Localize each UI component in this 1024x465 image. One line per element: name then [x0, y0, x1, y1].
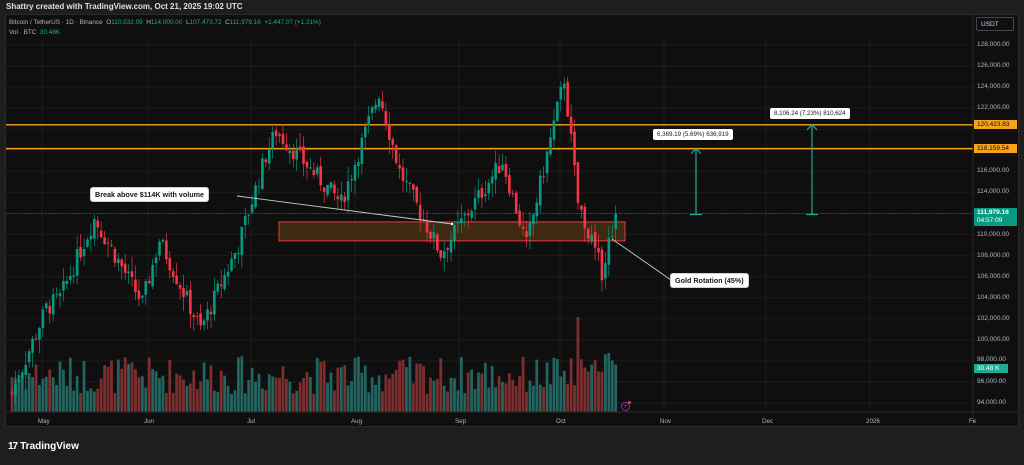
price-tick: 98,000.00: [977, 355, 1006, 363]
volume-bars: [10, 317, 618, 412]
low-value: 107,473.72: [189, 19, 222, 26]
price-tick: 96,000.00: [977, 377, 1006, 385]
price-tick: 110,000.00: [977, 230, 1010, 238]
open-value: 110,532.09: [111, 19, 143, 26]
resistance-levels[interactable]: [6, 124, 973, 150]
change-value: +1,447.07 (+1.31%): [264, 19, 321, 26]
tradingview-logo[interactable]: 17 TradingView: [8, 441, 79, 452]
break-note-label[interactable]: Break above $114K with volume: [91, 188, 209, 201]
open-label: O: [106, 19, 112, 26]
volume-label: Vol · BTC: [9, 29, 37, 36]
price-tick: 114,000.00: [977, 188, 1010, 196]
time-tick: Dec: [762, 418, 774, 425]
measure-label-1[interactable]: 6,369.19 (5.69%) 636,919: [653, 129, 733, 140]
tradingview-brand-text: TradingView: [20, 441, 79, 452]
time-tick: Oct: [556, 418, 566, 425]
price-tick: 104,000.00: [977, 293, 1010, 301]
low-label: L: [185, 19, 190, 26]
level-price-label: 118,159.54: [974, 144, 1017, 154]
gold-rotation-note-label[interactable]: Gold Rotation (45%): [671, 274, 748, 287]
volume-legend[interactable]: Vol · BTC 30.48K: [9, 29, 60, 36]
price-tick: 100,000.00: [977, 335, 1010, 343]
time-tick: Nov: [660, 418, 672, 425]
event-badge-dot: [628, 401, 631, 404]
high-label: H: [146, 19, 151, 26]
volume-value: 30.48K: [39, 29, 61, 36]
annotation-lines[interactable]: [236, 195, 672, 281]
time-tick: Sep: [455, 418, 467, 425]
time-tick: Jul: [247, 418, 255, 425]
last-price-value: 111,979.16: [977, 209, 1009, 216]
time-tick: Jun: [144, 418, 154, 425]
top-bar: Shattry created with TradingView.com, Oc…: [0, 0, 1024, 14]
time-tick: May: [38, 418, 50, 425]
high-value: 114,000.00: [150, 19, 183, 26]
tradingview-logo-icon: 17: [8, 441, 18, 452]
price-tick: 116,000.00: [977, 167, 1010, 175]
close-label: C: [225, 19, 230, 26]
level-price-label: 120,423.83: [974, 120, 1017, 130]
currency-button[interactable]: USDT: [976, 17, 1014, 31]
footer: [0, 427, 1024, 465]
price-tick: 102,000.00: [977, 314, 1010, 322]
lightning-event-icon[interactable]: ⚡: [621, 402, 630, 411]
close-value: 111,979.16: [229, 19, 261, 26]
time-tick: Fe: [969, 418, 977, 425]
measure-label-2[interactable]: 8,106.24 (7.23%) 810,624: [770, 108, 850, 119]
volume-axis-label: 30.48 K: [974, 364, 1008, 373]
price-tick: 106,000.00: [977, 272, 1010, 280]
price-tick: 94,000.00: [977, 399, 1006, 407]
price-tick: 128,000.00: [977, 41, 1010, 48]
price-tick: 124,000.00: [977, 83, 1010, 91]
symbol-label[interactable]: Bitcoin / TetherUS · 1D · Binance: [9, 19, 103, 26]
measure-arrows[interactable]: [690, 123, 818, 216]
candlesticks: [10, 77, 617, 405]
last-price-label: 111,979.16 04:57:09: [974, 208, 1017, 226]
time-tick: 2026: [866, 418, 880, 425]
price-tick: 108,000.00: [977, 251, 1010, 259]
price-tick: 122,000.00: [977, 104, 1010, 112]
chart-frame[interactable]: [5, 14, 1019, 427]
ohlc-legend[interactable]: Bitcoin / TetherUS · 1D · Binance O110,5…: [9, 19, 321, 26]
bar-countdown: 04:57:09: [977, 217, 1003, 224]
chart-credit: Shattry created with TradingView.com, Oc…: [6, 2, 243, 11]
price-tick: 126,000.00: [977, 62, 1010, 70]
time-tick: Aug: [351, 418, 363, 425]
